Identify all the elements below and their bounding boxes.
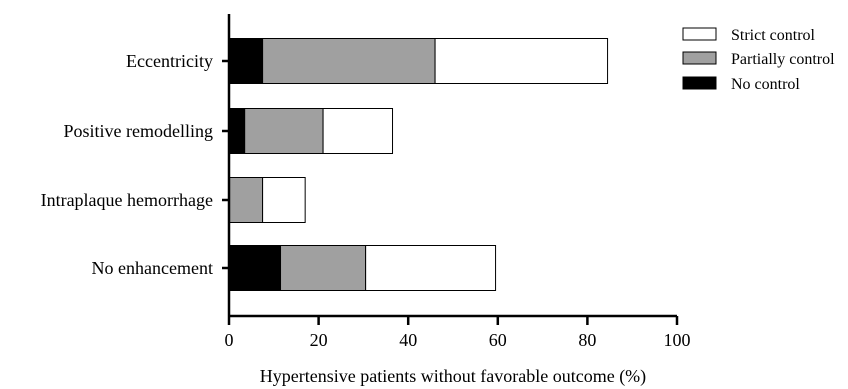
x-tick-label: 40 [399,330,417,350]
bar-0-0 [228,38,264,84]
bar-3-2 [365,245,497,291]
legend-swatch [682,27,717,41]
category-label: No enhancement [92,258,213,278]
bar-2-2 [262,177,306,223]
bar-1-0 [228,108,246,154]
x-tick-label: 100 [664,330,691,350]
bar-0-2 [434,38,609,84]
bar-3-0 [228,245,282,291]
x-tick-label: 0 [225,330,234,350]
legend-swatch [682,51,717,65]
category-label: Positive remodelling [64,121,213,141]
x-tick-label: 80 [578,330,596,350]
legend-label: Partially control [731,51,835,68]
bar-0-1 [262,38,436,84]
legend-label: No control [731,76,800,93]
category-label: Eccentricity [126,51,213,71]
x-tick-label: 20 [310,330,328,350]
bar-1-2 [322,108,394,154]
bars-layer [228,38,609,291]
bar-2-1 [228,177,264,223]
category-label: Intraplaque hemorrhage [41,190,213,210]
legend-swatch [682,76,717,90]
x-tick-label: 60 [489,330,507,350]
bar-1-1 [244,108,324,154]
x-axis-title: Hypertensive patients without favorable … [260,366,646,387]
axes-layer: Eccentricity Positive remodelling Intrapla… [41,14,691,350]
legend-label: Strict control [731,27,816,44]
legend: Strict control Partially control No contro… [682,27,835,93]
bar-3-1 [280,245,367,291]
